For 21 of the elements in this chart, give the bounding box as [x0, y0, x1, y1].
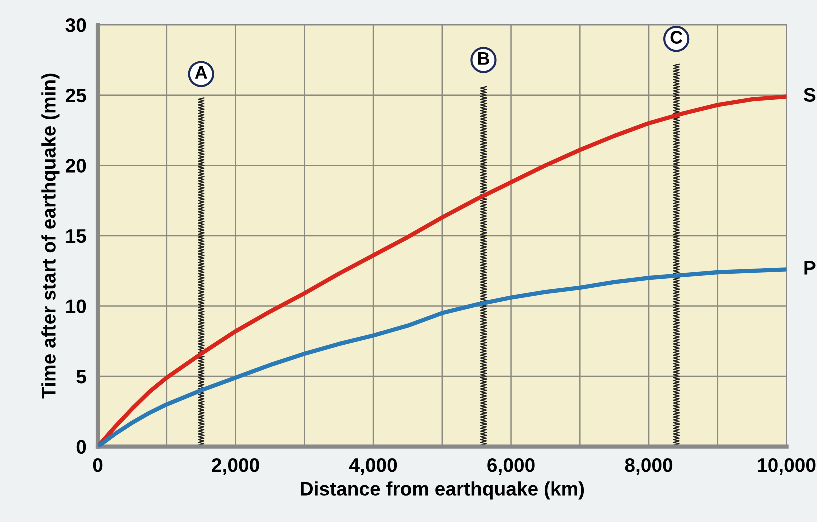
- annotation: C: [670, 31, 683, 44]
- annotation: A: [195, 66, 208, 79]
- y-tick-label: 15: [66, 230, 86, 244]
- x-tick-label: 4,000: [350, 458, 398, 476]
- x-tick-label: 0: [93, 458, 103, 472]
- series-label: P: [804, 261, 816, 275]
- series-label: S: [804, 88, 816, 102]
- y-tick-label: 5: [76, 370, 86, 384]
- line-series: [98, 268, 787, 447]
- y-tick-label: 0: [76, 440, 86, 454]
- y-tick-label: 10: [66, 300, 86, 314]
- x-tick-label: 10,000: [758, 458, 816, 476]
- x-tick-label: 8,000: [625, 458, 673, 476]
- x-tick-label: 2,000: [212, 458, 260, 476]
- annotation: B: [478, 52, 490, 65]
- y-tick-label: 25: [66, 88, 86, 103]
- y-axis-title: Time after start of earthquake (min): [42, 74, 60, 399]
- y-tick-label: 30: [66, 18, 86, 32]
- x-axis-title: Distance from earthquake (km): [301, 482, 584, 500]
- y-tick-label: 20: [66, 159, 86, 173]
- x-tick-label: 6,000: [488, 458, 535, 476]
